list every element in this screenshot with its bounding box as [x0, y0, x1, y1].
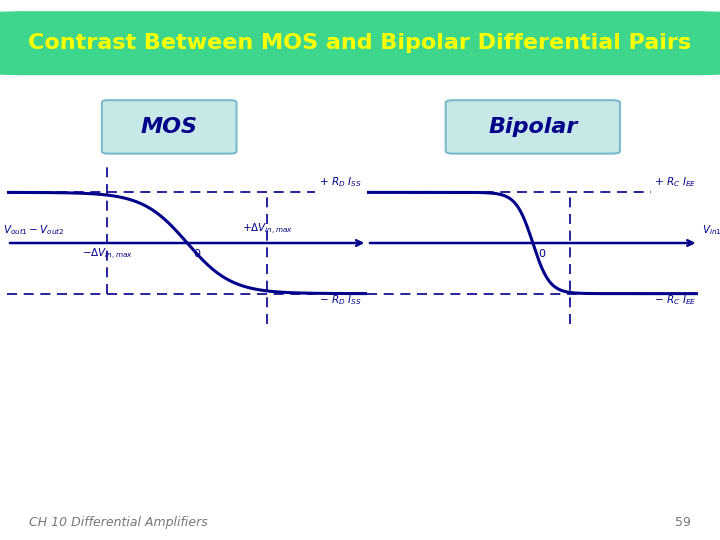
Text: MOS: MOS [140, 117, 198, 137]
Text: $-\Delta V_{in,max}$: $-\Delta V_{in,max}$ [81, 247, 132, 262]
Text: $+\Delta V_{in,max}$: $+\Delta V_{in,max}$ [242, 222, 293, 237]
FancyBboxPatch shape [102, 100, 236, 153]
Text: $-\ R_C\ I_{EE}$: $-\ R_C\ I_{EE}$ [654, 294, 696, 307]
Text: 59: 59 [675, 516, 691, 529]
Text: Bipolar: Bipolar [488, 117, 577, 137]
Text: $V_{out1}-V_{out2}$: $V_{out1}-V_{out2}$ [3, 223, 65, 237]
Text: $-\ R_D\ I_{SS}$: $-\ R_D\ I_{SS}$ [319, 294, 361, 307]
Text: $+\ R_C\ I_{EE}$: $+\ R_C\ I_{EE}$ [654, 176, 696, 190]
Text: $0$: $0$ [539, 247, 546, 259]
Text: $+\ R_D\ I_{SS}$: $+\ R_D\ I_{SS}$ [319, 176, 361, 190]
FancyBboxPatch shape [446, 100, 620, 153]
FancyBboxPatch shape [0, 12, 720, 75]
Text: CH 10 Differential Amplifiers: CH 10 Differential Amplifiers [29, 516, 207, 529]
Text: Contrast Between MOS and Bipolar Differential Pairs: Contrast Between MOS and Bipolar Differe… [28, 33, 692, 53]
Text: $V_{in1}-V_{in2}$: $V_{in1}-V_{in2}$ [702, 223, 720, 237]
Text: $0$: $0$ [193, 247, 202, 259]
